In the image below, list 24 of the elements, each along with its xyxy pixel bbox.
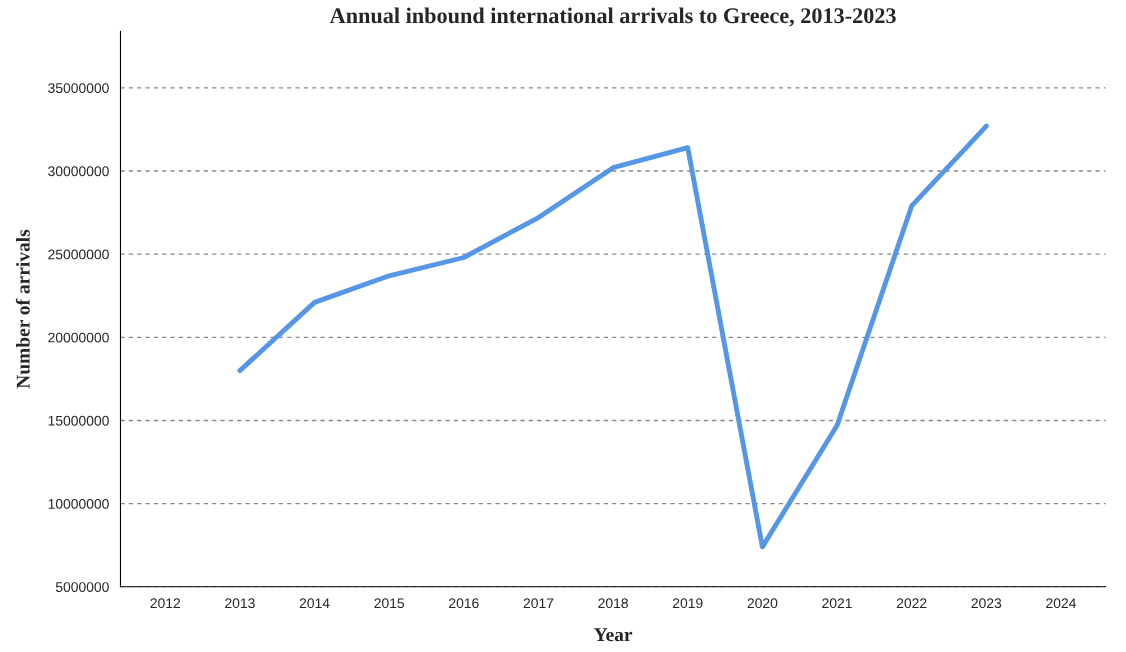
x-tick-label: 2012 — [150, 598, 181, 609]
y-tick-label: 35000000 — [48, 83, 109, 94]
x-tick-label: 2022 — [896, 598, 927, 609]
y-axis-title: Number of arrivals — [15, 229, 30, 389]
y-tick-label: 25000000 — [48, 249, 109, 260]
x-tick-label: 2018 — [598, 598, 628, 609]
x-tick-label: 2015 — [374, 598, 405, 609]
x-tick-label: 2020 — [747, 598, 778, 609]
y-tick-label: 30000000 — [48, 166, 109, 177]
x-axis-title: Year — [594, 628, 633, 642]
y-tick-label: 20000000 — [48, 332, 109, 343]
x-tick-label: 2017 — [523, 598, 554, 609]
x-tick-label: 2024 — [1046, 598, 1076, 609]
x-tick-label: 2016 — [449, 598, 479, 609]
x-tick-label: 2023 — [971, 598, 1002, 609]
x-tick-label: 2021 — [822, 598, 852, 609]
line-series — [237, 123, 989, 550]
x-tick-label: 2014 — [299, 598, 330, 609]
x-tick-label: 2019 — [673, 598, 703, 609]
chart-title: Annual inbound international arrivals to Greece, 2013-2023 — [329, 7, 896, 27]
y-tick-label: 15000000 — [48, 415, 109, 426]
y-tick-label: 10000000 — [48, 498, 109, 509]
x-tick-label: 2013 — [225, 598, 255, 609]
y-tick-label: 5000000 — [55, 582, 109, 592]
